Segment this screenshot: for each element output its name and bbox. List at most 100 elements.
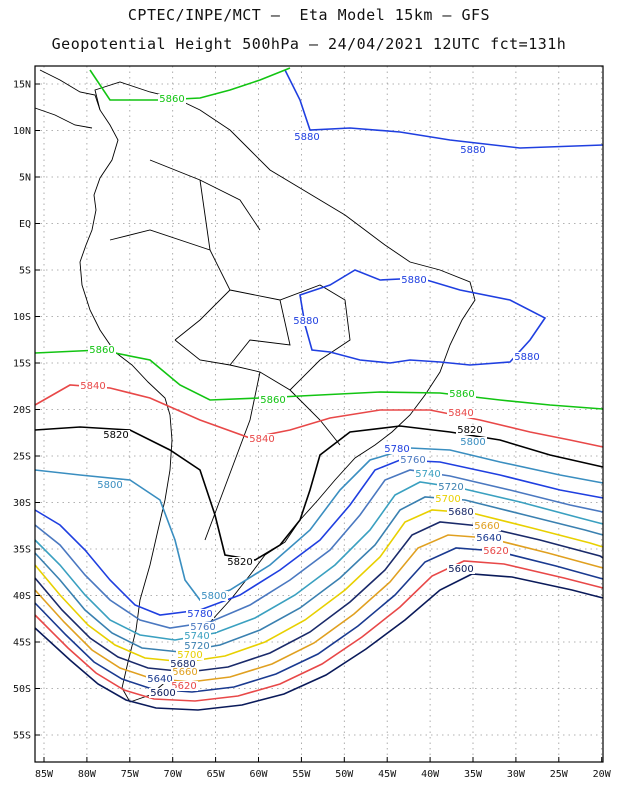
- lat-label: 5N: [19, 173, 31, 184]
- contour-label-bg: [171, 667, 199, 677]
- contour-label: 5740: [184, 631, 209, 642]
- contour-label-bg: [248, 434, 276, 444]
- contour-label-bg: [447, 408, 475, 418]
- lat-label: 35S: [13, 545, 31, 556]
- contour-label: 5840: [448, 408, 473, 419]
- contour-label-bg: [186, 609, 214, 619]
- lon-label: 50W: [335, 769, 354, 780]
- lon-label: 25W: [550, 769, 569, 780]
- contour-label: 5880: [293, 316, 318, 327]
- contour-label-bg: [96, 480, 124, 490]
- contour-label: 5660: [172, 667, 197, 678]
- lon-label: 20W: [593, 769, 612, 780]
- contour-label: 5760: [400, 455, 425, 466]
- contour-label: 5780: [384, 444, 409, 455]
- contour-label-bg: [473, 521, 501, 531]
- grid-lines: [35, 66, 603, 762]
- contour-5660: [34, 534, 604, 683]
- contour-label: 5820: [457, 425, 482, 436]
- lat-label: 10S: [13, 312, 31, 323]
- contour-label-bg: [170, 681, 198, 691]
- contour-label-bg: [414, 469, 442, 479]
- contour-label: 5800: [201, 591, 226, 602]
- contour-label: 5700: [435, 494, 460, 505]
- contour-label-bg: [475, 533, 503, 543]
- contour-label: 5620: [171, 681, 196, 692]
- lon-label: 70W: [164, 769, 183, 780]
- contour-label: 5720: [438, 482, 463, 493]
- map-title-line2: Geopotential Height 500hPa – 24/04/2021 …: [51, 35, 567, 53]
- contour-label-bg: [169, 659, 197, 669]
- contour-label-bg: [79, 381, 107, 391]
- contour-label-bg: [176, 650, 204, 660]
- contour-5600: [34, 573, 604, 711]
- lon-label: 85W: [35, 769, 54, 780]
- contour-5720: [34, 496, 604, 653]
- contour-label-bg: [456, 425, 484, 435]
- contour-label-bg: [146, 674, 174, 684]
- lat-label: 20S: [13, 405, 31, 416]
- contour-label: 5880: [294, 132, 319, 143]
- contour-5880-north: [284, 69, 604, 149]
- contour-label-bg: [400, 275, 428, 285]
- contour-label-bg: [447, 564, 475, 574]
- contour-5860: [34, 349, 604, 410]
- lon-label: 75W: [121, 769, 140, 780]
- longitude-labels: 85W 80W 75W 70W 65W 60W 55W 50W 45W 40W 35W 30W 25W 2…: [35, 757, 612, 780]
- country-borders: [109, 159, 351, 541]
- central-america-coast: [34, 69, 101, 129]
- contour-5740: [34, 481, 604, 641]
- contour-label: 5880: [460, 145, 485, 156]
- contour-label: 5860: [89, 345, 114, 356]
- contour-label-bg: [183, 631, 211, 641]
- contour-label: 5600: [448, 564, 473, 575]
- map-title-line1: CPTEC/INPE/MCT – Eta Model 15km – GFS: [127, 6, 491, 24]
- contour-5760: [34, 469, 604, 629]
- lon-label: 55W: [292, 769, 311, 780]
- contour-label: 5640: [147, 674, 172, 685]
- contour-label-bg: [226, 557, 254, 567]
- contour-labels: 5880 5880 5880 5880 5880 5860 5860 5860 5860 5840…: [79, 94, 541, 699]
- contour-5680: [34, 521, 604, 673]
- lat-label: 15N: [13, 80, 31, 91]
- contour-label: 5880: [514, 352, 539, 363]
- lon-label: 45W: [378, 769, 397, 780]
- contour-label-bg: [447, 507, 475, 517]
- lat-label: 55S: [13, 731, 31, 742]
- contour-label: 5860: [159, 94, 184, 105]
- contour-label: 5600: [150, 688, 175, 699]
- contour-label: 5680: [448, 507, 473, 518]
- lon-label: 60W: [249, 769, 268, 780]
- contour-label-bg: [200, 591, 228, 601]
- contour-label: 5740: [415, 469, 440, 480]
- lat-label: 30S: [13, 498, 31, 509]
- contour-label-bg: [459, 145, 487, 155]
- contour-label-bg: [383, 444, 411, 454]
- contour-label-bg: [149, 688, 177, 698]
- contour-label: 5820: [227, 557, 252, 568]
- contour-label-bg: [102, 430, 130, 440]
- contour-label-bg: [482, 546, 510, 556]
- lat-label: 5S: [19, 266, 31, 277]
- contour-label: 5620: [483, 546, 508, 557]
- lat-label: EQ: [19, 219, 31, 230]
- contour-label: 5680: [170, 659, 195, 670]
- contour-label-bg: [183, 641, 211, 651]
- contour-label: 5820: [103, 430, 128, 441]
- lat-label: 45S: [13, 638, 31, 649]
- contour-label-bg: [88, 345, 116, 355]
- latitude-labels: 15N 10N 5N EQ 5S 10S 15S 20S 25S 30S 35S 40S 45S 50S 5…: [13, 80, 40, 742]
- contour-label: 5700: [177, 650, 202, 661]
- contour-label-bg: [459, 437, 487, 447]
- contour-label: 5840: [80, 381, 105, 392]
- lat-label: 40S: [13, 591, 31, 602]
- contour-label: 5800: [460, 437, 485, 448]
- contour-5640: [34, 547, 604, 693]
- lon-label: 30W: [507, 769, 526, 780]
- contour-label-bg: [259, 395, 287, 405]
- contour-label-bg: [434, 494, 462, 504]
- contour-5800: [34, 447, 604, 601]
- contour-label-bg: [158, 94, 186, 104]
- contour-label: 5640: [476, 533, 501, 544]
